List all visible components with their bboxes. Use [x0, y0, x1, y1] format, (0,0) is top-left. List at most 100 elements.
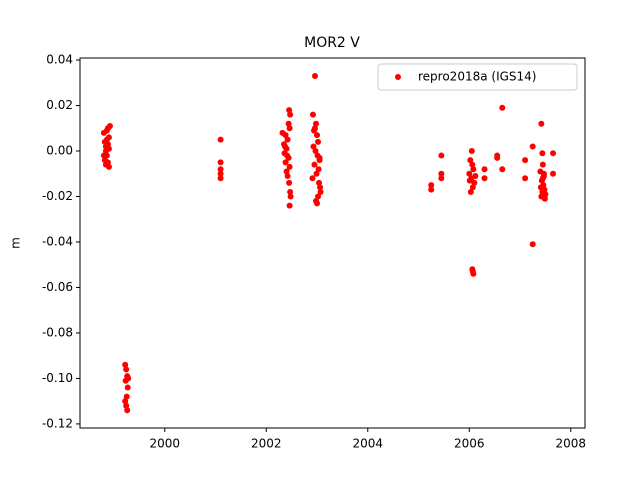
legend-label: repro2018a (IGS14) [418, 70, 536, 84]
data-point [466, 170, 473, 177]
data-point [217, 166, 224, 173]
data-point [106, 122, 113, 129]
data-point [283, 168, 290, 175]
legend-box [377, 63, 578, 91]
data-point [481, 166, 488, 173]
data-point [550, 170, 557, 177]
data-point [539, 175, 546, 182]
data-point [522, 175, 529, 182]
data-point [284, 136, 291, 143]
data-point [316, 179, 323, 186]
data-point [123, 393, 130, 400]
data-point [287, 193, 294, 200]
data-point [279, 129, 286, 136]
chart-title: MOR2 V [304, 35, 360, 51]
data-point [100, 152, 107, 159]
data-point [494, 154, 501, 161]
y-tick-label: 0.02 [46, 98, 73, 112]
data-point [469, 184, 476, 191]
data-point [313, 120, 320, 127]
y-tick-label: 0.04 [46, 53, 73, 67]
data-point [538, 120, 545, 127]
data-point [467, 188, 474, 195]
data-point [438, 175, 445, 182]
data-point [282, 143, 289, 150]
data-point [470, 166, 477, 173]
data-point [286, 163, 293, 170]
data-point [105, 145, 112, 152]
x-tick-label: 2008 [556, 437, 587, 451]
data-point [102, 161, 109, 168]
data-point [104, 141, 111, 148]
data-point [428, 182, 435, 189]
x-tick-label: 2004 [353, 437, 384, 451]
data-point [217, 159, 224, 166]
data-point [286, 125, 293, 132]
data-point [284, 152, 291, 159]
data-point [499, 166, 506, 173]
data-point [467, 157, 474, 164]
data-point [438, 152, 445, 159]
data-point [315, 166, 322, 173]
x-tick-label: 2000 [149, 437, 180, 451]
data-point [469, 268, 476, 275]
data-point [529, 241, 536, 248]
y-tick-label: -0.06 [42, 280, 73, 294]
data-point [316, 154, 323, 161]
data-point [311, 72, 318, 79]
data-point [217, 175, 224, 182]
data-point [469, 161, 476, 168]
data-point [286, 107, 293, 114]
data-point [286, 202, 293, 209]
data-point [314, 200, 321, 207]
data-point [428, 186, 435, 193]
data-point [310, 143, 317, 150]
data-point [315, 193, 322, 200]
legend-marker [395, 74, 401, 80]
data-point [309, 111, 316, 118]
data-point [472, 173, 479, 180]
data-point [312, 148, 319, 155]
y-tick-label: -0.10 [42, 371, 73, 385]
data-point [315, 138, 322, 145]
data-point [539, 150, 546, 157]
data-point [124, 384, 131, 391]
data-point [317, 188, 324, 195]
data-point [311, 161, 318, 168]
data-point [529, 143, 536, 150]
data-point [123, 402, 130, 409]
data-point [317, 184, 324, 191]
data-point [466, 177, 473, 184]
data-point [499, 104, 506, 111]
data-point [438, 170, 445, 177]
y-tick-label: -0.08 [42, 325, 73, 339]
data-point [313, 170, 320, 177]
data-point [541, 195, 548, 202]
y-tick-label: -0.02 [42, 189, 73, 203]
data-point [471, 179, 478, 186]
data-point [287, 188, 294, 195]
data-point [481, 175, 488, 182]
data-point [522, 157, 529, 164]
data-point [282, 159, 289, 166]
data-point [125, 375, 132, 382]
x-tick-label: 2006 [454, 437, 485, 451]
data-point [539, 161, 546, 168]
data-point [286, 179, 293, 186]
data-point [123, 366, 130, 373]
data-point [124, 407, 131, 414]
data-point [309, 175, 316, 182]
y-axis-label: m [9, 237, 23, 249]
y-tick-label: 0.00 [46, 144, 73, 158]
data-point [122, 398, 129, 405]
plot-frame [79, 57, 586, 429]
x-tick-label: 2002 [251, 437, 282, 451]
y-tick-label: -0.12 [42, 416, 73, 430]
data-point [217, 170, 224, 177]
data-point [540, 170, 547, 177]
data-point [284, 173, 291, 180]
data-point [311, 125, 318, 132]
data-point [103, 136, 110, 143]
data-point [122, 361, 129, 368]
